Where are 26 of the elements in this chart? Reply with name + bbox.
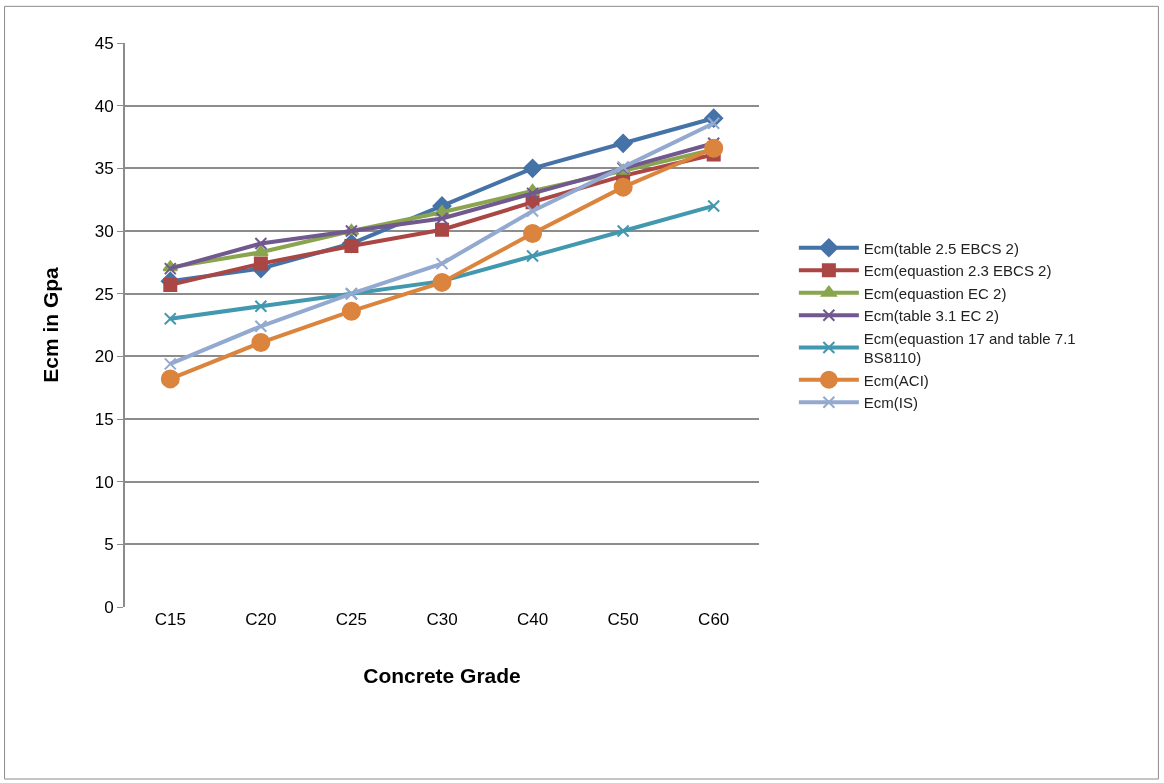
x-tick-label: C15 [154, 610, 186, 629]
x-axis-title: Concrete Grade [363, 664, 521, 688]
y-tick-label: 0 [104, 597, 114, 617]
y-tick-label: 25 [94, 284, 114, 304]
legend-label: Ecm(IS) [863, 394, 919, 412]
x-tick-label: C60 [698, 610, 730, 629]
legend-label: Ecm(equastion 17 and table 7.1 BS8110) [863, 329, 1076, 367]
x-tick-label: C30 [426, 610, 458, 629]
legend-label: Ecm(table 2.5 EBCS 2) [863, 239, 1019, 257]
y-tick-label: 5 [104, 535, 114, 555]
y-tick-label: 40 [94, 96, 114, 116]
legend-label: Ecm(equastion EC 2) [863, 284, 1007, 302]
y-tick-label: 10 [94, 472, 114, 492]
legend-label: Ecm(equastion 2.3 EBCS 2) [863, 262, 1052, 280]
y-tick-label: 45 [94, 33, 114, 53]
x-tick-label: C25 [335, 610, 368, 629]
legend-label: Ecm(ACI) [863, 371, 929, 389]
y-tick-label: 35 [94, 159, 114, 179]
y-axis-title: Ecm in Gpa [39, 266, 63, 383]
x-tick-label: C40 [516, 610, 549, 629]
y-tick-label: 30 [94, 221, 114, 241]
y-tick-label: 15 [94, 409, 114, 429]
y-tick-label: 20 [94, 347, 114, 367]
x-tick-label: C20 [245, 610, 277, 629]
legend-label: Ecm(table 3.1 EC 2) [863, 307, 999, 325]
x-tick-label: C50 [607, 610, 639, 629]
